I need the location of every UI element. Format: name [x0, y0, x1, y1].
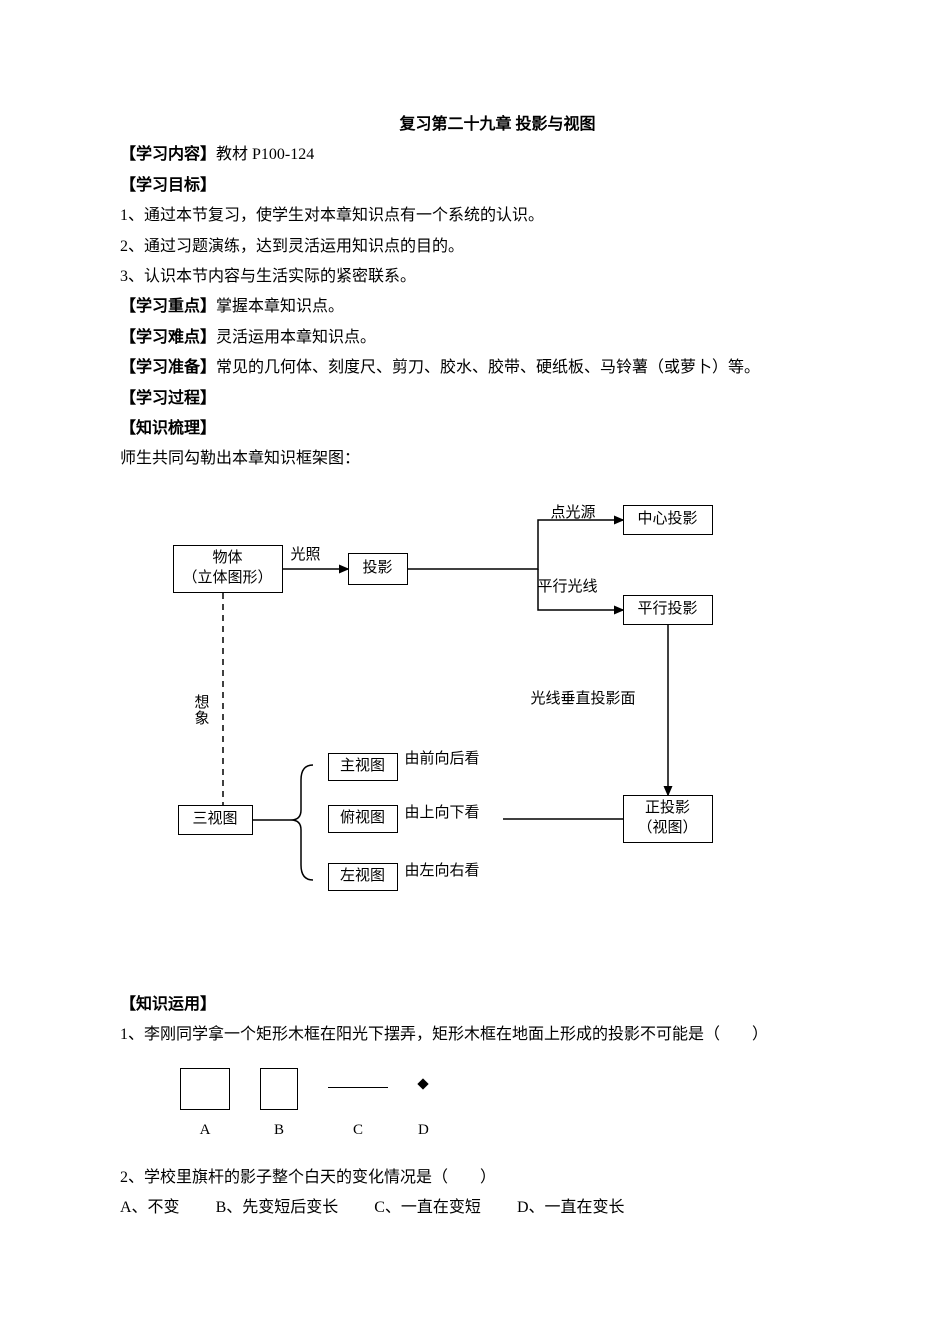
process-label: 【学习过程】: [120, 384, 825, 414]
q1-figures: A B C D: [180, 1068, 825, 1145]
node-center-proj: 中心投影: [623, 505, 713, 535]
page-title: 复习第二十九章 投影与视图: [170, 110, 825, 140]
q2-text: 2、学校里旗杆的影子整个白天的变化情况是（ ）: [120, 1163, 825, 1193]
q1-shape-c: [328, 1087, 388, 1088]
label-top-down: 由上向下看: [405, 799, 480, 828]
q1-option-c: C: [328, 1087, 388, 1145]
q2-opt-d: D、一直在变长: [517, 1193, 625, 1223]
node-object: 物体（立体图形）: [173, 545, 283, 593]
q1-label-b: B: [274, 1116, 284, 1145]
knowledge-text: 师生共同勾勒出本章知识框架图：: [120, 444, 825, 474]
node-front-view: 主视图: [328, 753, 398, 781]
q2-opt-c: C、一直在变短: [374, 1193, 481, 1223]
q1-text: 1、李刚同学拿一个矩形木框在阳光下摆弄，矩形木框在地面上形成的投影不可能是（ ）: [120, 1020, 825, 1050]
label-front-back: 由前向后看: [405, 745, 480, 774]
goal-3: 3、认识本节内容与生活实际的紧密联系。: [120, 262, 825, 292]
label-point-source: 点光源: [551, 499, 596, 528]
q1-label-d: D: [418, 1116, 429, 1145]
node-projection: 投影: [348, 553, 408, 585]
content-line: 【学习内容】教材 P100-124: [120, 140, 825, 170]
difficulty-text: 灵活运用本章知识点。: [216, 329, 376, 346]
label-light: 光照: [291, 541, 321, 570]
q1-option-a: A: [180, 1068, 230, 1145]
label-imagine: 想象: [195, 695, 210, 728]
q1-option-d: D: [418, 1080, 429, 1145]
difficulty-line: 【学习难点】灵活运用本章知识点。: [120, 323, 825, 353]
goal-1: 1、通过本节复习，使学生对本章知识点有一个系统的认识。: [120, 201, 825, 231]
goal-label: 【学习目标】: [120, 171, 825, 201]
q1-shape-a: [180, 1068, 230, 1110]
focus-label: 【学习重点】: [120, 298, 216, 315]
label-parallel-rays: 平行光线: [538, 573, 598, 602]
knowledge-label: 【知识梳理】: [120, 414, 825, 444]
prep-line: 【学习准备】常见的几何体、刻度尺、剪刀、胶水、胶带、硬纸板、马铃薯（或萝卜）等。: [120, 353, 825, 383]
q2-opt-a: A、不变: [120, 1193, 180, 1223]
prep-label: 【学习准备】: [120, 359, 216, 376]
label-left-right: 由左向右看: [405, 857, 480, 886]
node-three-views: 三视图: [178, 805, 253, 835]
focus-line: 【学习重点】掌握本章知识点。: [120, 292, 825, 322]
content-text: 教材 P100-124: [216, 146, 314, 163]
q1-shape-b: [260, 1068, 298, 1110]
q1-label-a: A: [200, 1116, 211, 1145]
q2-opt-b: B、先变短后变长: [216, 1193, 339, 1223]
node-left-view: 左视图: [328, 863, 398, 891]
q1-label-c: C: [353, 1116, 363, 1145]
apply-label: 【知识运用】: [120, 990, 825, 1020]
focus-text: 掌握本章知识点。: [216, 298, 344, 315]
node-ortho-proj: 正投影（视图）: [623, 795, 713, 843]
q1-option-b: B: [260, 1068, 298, 1145]
prep-text: 常见的几何体、刻度尺、剪刀、胶水、胶带、硬纸板、马铃薯（或萝卜）等。: [216, 359, 760, 376]
node-parallel-proj: 平行投影: [623, 595, 713, 625]
label-perpendicular: 光线垂直投影面: [531, 685, 636, 714]
content-label: 【学习内容】: [120, 146, 216, 163]
q2-options: A、不变 B、先变短后变长 C、一直在变短 D、一直在变长: [120, 1193, 825, 1223]
knowledge-diagram: 物体（立体图形） 投影 中心投影 平行投影 正投影（视图） 三视图 主视图 俯视…: [123, 505, 823, 965]
difficulty-label: 【学习难点】: [120, 329, 216, 346]
goal-2: 2、通过习题演练，达到灵活运用知识点的目的。: [120, 232, 825, 262]
q1-shape-d: [418, 1079, 429, 1090]
node-top-view: 俯视图: [328, 805, 398, 833]
